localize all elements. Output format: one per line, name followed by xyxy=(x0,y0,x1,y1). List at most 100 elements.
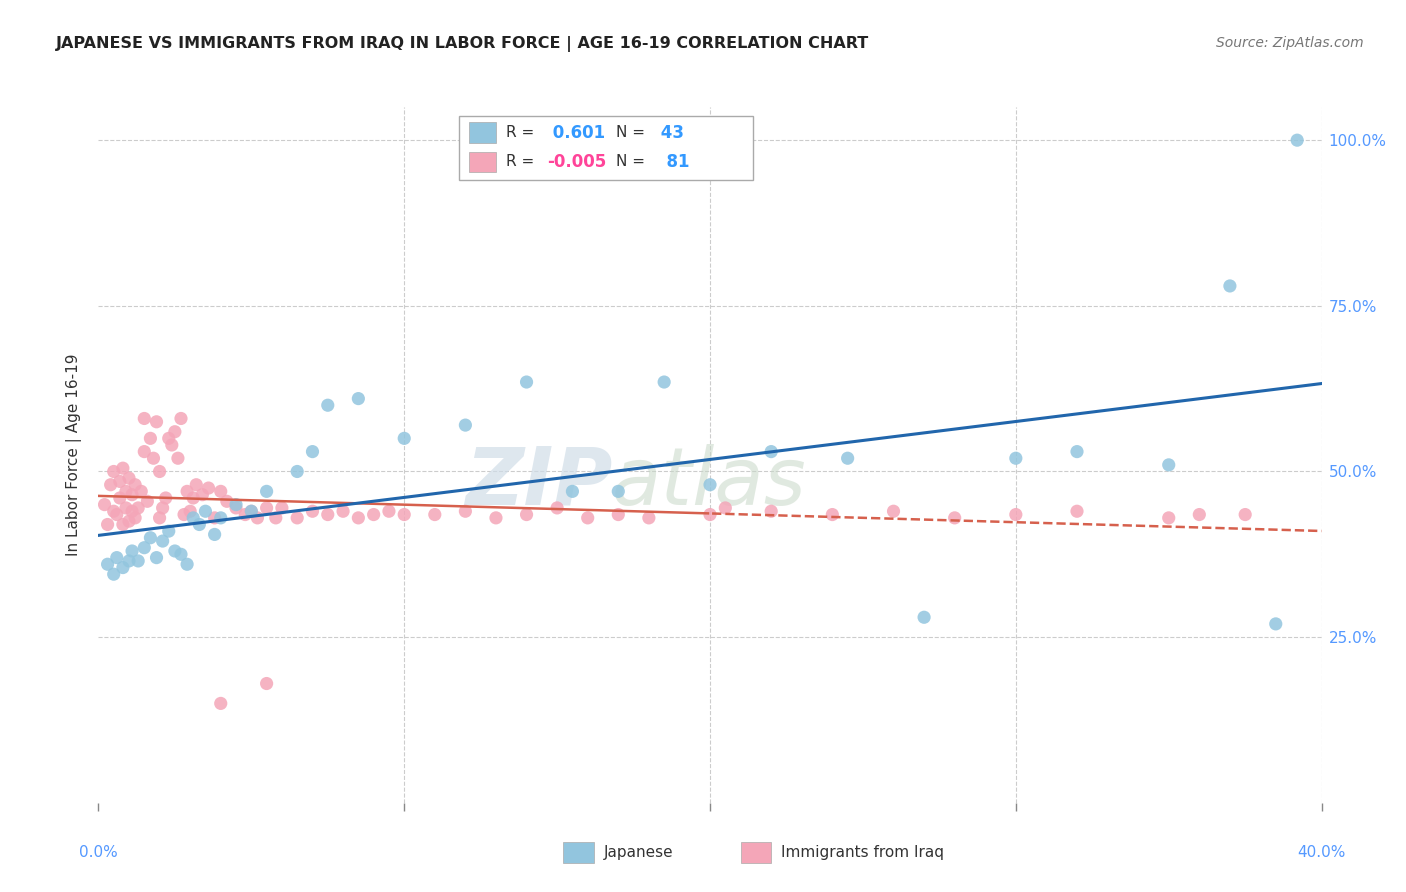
Point xyxy=(485,511,508,525)
Text: 40.0%: 40.0% xyxy=(1298,845,1346,860)
Point xyxy=(163,425,186,439)
Point xyxy=(170,547,193,561)
Point xyxy=(561,484,583,499)
Point xyxy=(1066,444,1088,458)
Point xyxy=(170,411,193,425)
Point xyxy=(152,500,174,515)
Text: R =: R = xyxy=(506,125,534,140)
Point xyxy=(139,431,162,445)
Point xyxy=(103,567,125,582)
Point xyxy=(124,477,146,491)
Text: 0.601: 0.601 xyxy=(547,123,606,142)
Point xyxy=(316,398,339,412)
Point xyxy=(256,676,278,690)
Point xyxy=(516,508,538,522)
Point xyxy=(134,541,156,555)
Point xyxy=(108,475,131,489)
Point xyxy=(1286,133,1309,147)
Point xyxy=(761,504,783,518)
Text: N =: N = xyxy=(616,125,645,140)
FancyBboxPatch shape xyxy=(741,842,772,863)
Point xyxy=(136,494,159,508)
Text: Immigrants from Iraq: Immigrants from Iraq xyxy=(780,846,943,861)
Point xyxy=(256,484,278,499)
Point xyxy=(121,544,143,558)
Point xyxy=(188,517,211,532)
Point xyxy=(173,508,195,522)
Point xyxy=(607,508,630,522)
Point xyxy=(204,511,226,525)
Point xyxy=(576,511,599,525)
Point xyxy=(652,375,675,389)
Point xyxy=(121,504,143,518)
Point xyxy=(233,508,256,522)
Point xyxy=(1234,508,1257,522)
Point xyxy=(145,550,167,565)
Point xyxy=(256,500,278,515)
Point xyxy=(246,511,269,525)
Text: ZIP: ZIP xyxy=(465,443,612,522)
Point xyxy=(699,508,721,522)
Point xyxy=(316,508,339,522)
Text: 81: 81 xyxy=(655,153,689,171)
Point xyxy=(149,511,172,525)
Point xyxy=(127,500,149,515)
Point xyxy=(454,504,477,518)
Point xyxy=(699,477,721,491)
Point xyxy=(454,418,477,433)
Point xyxy=(181,511,204,525)
Text: 0.0%: 0.0% xyxy=(79,845,118,860)
Point xyxy=(111,560,134,574)
Point xyxy=(714,500,737,515)
Point xyxy=(1219,279,1241,293)
Point xyxy=(97,558,120,572)
Point xyxy=(100,477,122,491)
Point xyxy=(423,508,446,522)
Point xyxy=(1188,508,1211,522)
Point xyxy=(118,471,141,485)
Point xyxy=(111,517,134,532)
Point xyxy=(1264,616,1286,631)
Point xyxy=(225,498,247,512)
Point xyxy=(761,444,783,458)
Text: Japanese: Japanese xyxy=(603,846,673,861)
Point xyxy=(638,511,661,525)
Point xyxy=(179,504,201,518)
Point xyxy=(821,508,844,522)
Point xyxy=(134,444,156,458)
Text: 43: 43 xyxy=(655,123,683,142)
Point xyxy=(129,484,152,499)
Text: -0.005: -0.005 xyxy=(547,153,606,171)
Point xyxy=(191,488,214,502)
Point xyxy=(392,431,416,445)
Point xyxy=(270,500,294,515)
Point xyxy=(103,465,125,479)
Point xyxy=(97,517,120,532)
Point xyxy=(105,508,128,522)
Point xyxy=(516,375,538,389)
Point xyxy=(127,554,149,568)
Point xyxy=(204,527,226,541)
Point xyxy=(347,511,370,525)
Point xyxy=(197,481,219,495)
Point xyxy=(134,411,156,425)
Text: JAPANESE VS IMMIGRANTS FROM IRAQ IN LABOR FORCE | AGE 16-19 CORRELATION CHART: JAPANESE VS IMMIGRANTS FROM IRAQ IN LABO… xyxy=(56,36,869,52)
Point xyxy=(160,438,183,452)
Point xyxy=(883,504,905,518)
Point xyxy=(142,451,165,466)
Point xyxy=(1157,458,1180,472)
Point xyxy=(155,491,177,505)
Point xyxy=(115,500,138,515)
Point xyxy=(118,514,141,528)
Point xyxy=(225,500,247,515)
Text: atlas: atlas xyxy=(612,443,807,522)
Point xyxy=(124,511,146,525)
Point xyxy=(145,415,167,429)
Point xyxy=(378,504,401,518)
Point xyxy=(163,544,186,558)
Point xyxy=(1066,504,1088,518)
Point xyxy=(1157,511,1180,525)
Point xyxy=(285,465,308,479)
Text: N =: N = xyxy=(616,154,645,169)
Point xyxy=(105,550,128,565)
